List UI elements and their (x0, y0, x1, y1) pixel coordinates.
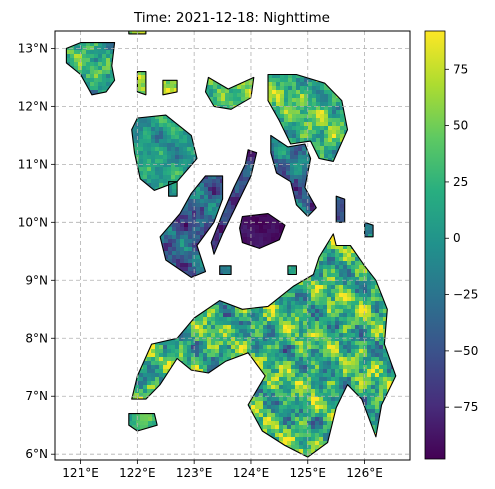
coastline-siargao (364, 221, 374, 238)
coastline-siquijor (219, 265, 232, 276)
coastline-bohol (239, 213, 286, 249)
colorbar-tick-label: 0 (453, 231, 461, 245)
x-axis-ticks: 121°E 122°E 123°E 124°E 125°E 126°E (62, 460, 383, 480)
coastline-panay (131, 114, 198, 191)
map-frame (54, 30, 411, 461)
region-camiguin (287, 265, 297, 275)
region-basilan (128, 413, 158, 431)
y-tick-label: 11°N (18, 157, 48, 171)
y-tick-label: 9°N (25, 273, 48, 287)
gridlines (55, 31, 410, 460)
coastline-tablas (136, 71, 147, 96)
coastline-sibuyan (162, 79, 178, 96)
region-marinduque (128, 31, 146, 34)
y-tick-label: 7°N (25, 389, 48, 403)
x-tick-label: 126°E (346, 466, 383, 480)
colorbar-tick-label: 50 (453, 119, 468, 133)
coastline-basilan (128, 413, 158, 432)
coastline-leyte (270, 134, 317, 218)
coastline-guimaras (168, 181, 178, 197)
map-title: Time: 2021-12-18: Nighttime (133, 10, 330, 26)
colorbar-tick-label: −75 (453, 400, 478, 414)
y-tick-label: 10°N (18, 215, 48, 229)
colorbar-tick-label: −50 (453, 344, 478, 358)
colorbar-tick-label: 25 (453, 175, 468, 189)
coastline-marinduque (128, 31, 147, 35)
x-tick-label: 122°E (119, 466, 156, 480)
coastline-camiguin (287, 265, 297, 276)
colorbar-ticks: 75 50 25 0 −25 −50 −75 (445, 62, 478, 414)
coastline-cebu (210, 149, 258, 255)
x-tick-label: 123°E (176, 466, 213, 480)
y-axis-ticks: 13°N 12°N 11°N 10°N 9°N 8°N 7°N 6°N (18, 41, 55, 461)
map-area (55, 31, 410, 460)
coastline-samar (267, 73, 349, 162)
region-siquijor (219, 265, 232, 275)
coastlines (65, 31, 397, 458)
y-tick-label: 8°N (25, 331, 48, 345)
colorbar-tick-label: 75 (453, 62, 468, 76)
x-tick-label: 125°E (290, 466, 327, 480)
y-tick-label: 13°N (18, 41, 48, 55)
x-tick-label: 124°E (233, 466, 270, 480)
colorbar-tick-label: −25 (453, 288, 478, 302)
coastline-negros (159, 175, 224, 278)
y-tick-label: 6°N (25, 447, 48, 461)
coastline-mindanao (131, 233, 397, 458)
coastline-mindoro (65, 42, 116, 96)
coastline-masbate (204, 76, 255, 110)
colorbar (424, 30, 446, 460)
y-tick-label: 12°N (18, 99, 48, 113)
x-tick-label: 121°E (62, 466, 99, 480)
